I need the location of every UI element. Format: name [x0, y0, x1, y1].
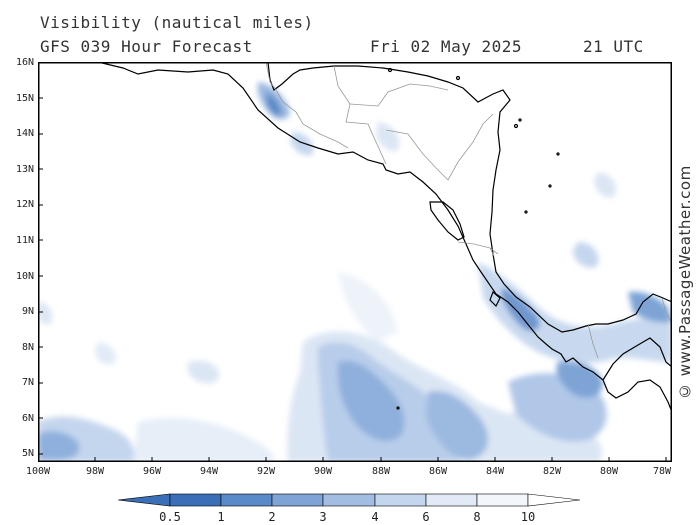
lat-label-6n: 6N: [21, 413, 34, 424]
forecast-time: 21 UTC: [583, 37, 644, 56]
lat-label-9n: 9N: [21, 306, 34, 317]
lat-label-14n: 14N: [15, 128, 34, 139]
lon-label-80w: 80W: [599, 466, 619, 477]
map-title: Visibility (nautical miles): [40, 13, 314, 32]
country-borders: [265, 62, 672, 359]
legend-swatch-above-10: [527, 493, 581, 507]
lat-label-12n: 12N: [15, 199, 34, 210]
lon-label-78w: 78W: [652, 466, 672, 477]
lat-label-16n: 16N: [15, 57, 34, 68]
lon-label-82w: 82W: [542, 466, 562, 477]
legend-label-6: 6: [422, 510, 430, 524]
legend-label-10: 10: [520, 510, 536, 524]
legend-swatch-8-10: [476, 493, 529, 507]
lon-label-98w: 98W: [85, 466, 105, 477]
lat-label-5n: 5N: [21, 448, 34, 459]
lon-label-90w: 90W: [313, 466, 333, 477]
lon-label-88w: 88W: [371, 466, 391, 477]
legend-label-1: 1: [217, 510, 225, 524]
lon-label-84w: 84W: [485, 466, 505, 477]
lat-label-13n: 13N: [15, 164, 34, 175]
visibility-shading: [38, 82, 672, 462]
lon-label-86w: 86W: [428, 466, 448, 477]
legend-swatch-4-6: [374, 493, 427, 507]
lon-label-92w: 92W: [256, 466, 276, 477]
visibility-legend: [117, 492, 582, 524]
lat-label-10n: 10N: [15, 271, 34, 282]
coastline: [97, 62, 672, 413]
legend-label-2: 2: [268, 510, 276, 524]
lat-label-8n: 8N: [21, 342, 34, 353]
legend-label-4: 4: [371, 510, 379, 524]
legend-swatch-0-5-1: [169, 493, 222, 507]
lat-label-11n: 11N: [15, 235, 34, 246]
lon-label-100w: 100W: [25, 466, 51, 477]
legend-swatch-2-3: [271, 493, 324, 507]
legend-swatch-1-2: [220, 493, 273, 507]
lon-label-96w: 96W: [142, 466, 162, 477]
forecast-date: Fri 02 May 2025: [370, 37, 522, 56]
legend-swatch-3-4: [322, 493, 376, 507]
lat-label-7n: 7N: [21, 377, 34, 388]
lat-label-15n: 15N: [15, 93, 34, 104]
watermark: © www.PassageWeather.com: [676, 165, 694, 400]
legend-swatch-below-0-5: [117, 493, 171, 507]
legend-label-0-5: 0.5: [159, 510, 181, 524]
legend-label-8: 8: [473, 510, 481, 524]
forecast-subtitle: GFS 039 Hour Forecast: [40, 37, 253, 56]
legend-swatch-6-8: [425, 493, 478, 507]
visibility-map: [38, 62, 672, 462]
lon-label-94w: 94W: [199, 466, 219, 477]
legend-label-3: 3: [319, 510, 327, 524]
